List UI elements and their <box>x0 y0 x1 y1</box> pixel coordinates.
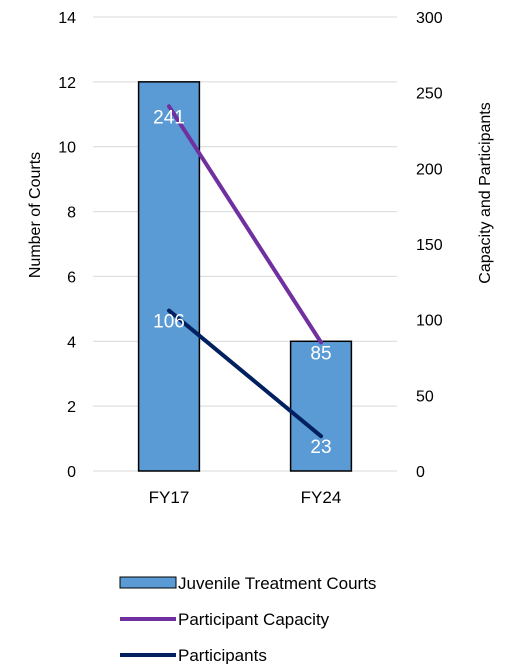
left-tick-label: 14 <box>58 10 76 27</box>
legend-label: Participants <box>178 646 267 664</box>
legend-swatch <box>119 576 177 589</box>
right-tick-label: 50 <box>416 388 434 405</box>
left-axis-label: Number of Courts <box>27 152 44 278</box>
right-tick-label: 300 <box>416 10 443 27</box>
series-line <box>167 104 323 345</box>
right-tick-label: 200 <box>416 161 443 178</box>
left-tick-label: 4 <box>67 334 76 351</box>
series-lines <box>167 104 323 439</box>
series-line <box>167 308 323 439</box>
x-axis-ticks: FY17 FY24 <box>149 488 342 507</box>
legend-label: Juvenile Treatment Courts <box>178 574 376 593</box>
left-tick-label: 10 <box>58 140 76 157</box>
data-label: 106 <box>153 312 185 333</box>
left-tick-label: 0 <box>67 464 76 481</box>
data-label: 241 <box>153 107 185 128</box>
right-tick-label: 100 <box>416 313 443 330</box>
left-axis-ticks: 0 2 4 6 8 10 12 14 <box>58 10 76 481</box>
right-tick-label: 250 <box>416 86 443 103</box>
left-tick-label: 6 <box>67 269 76 286</box>
right-tick-label: 150 <box>416 237 443 254</box>
data-labels: 241 85 106 23 <box>153 107 331 458</box>
left-tick-label: 12 <box>58 75 76 92</box>
data-label: 23 <box>310 437 331 458</box>
legend-label: Participant Capacity <box>178 610 330 629</box>
bars <box>137 81 353 472</box>
bar <box>289 340 353 472</box>
bar <box>137 81 201 472</box>
right-axis-label: Capacity and Participants <box>477 102 494 283</box>
right-axis-ticks: 0 50 100 150 200 250 300 <box>416 10 443 481</box>
x-tick-label: FY17 <box>149 488 190 507</box>
left-tick-label: 8 <box>67 205 76 222</box>
data-label: 85 <box>310 343 331 364</box>
legend: Juvenile Treatment Courts Participant Cap… <box>119 574 376 665</box>
x-tick-label: FY24 <box>301 488 342 507</box>
left-tick-label: 2 <box>67 399 76 416</box>
right-tick-label: 0 <box>416 464 425 481</box>
